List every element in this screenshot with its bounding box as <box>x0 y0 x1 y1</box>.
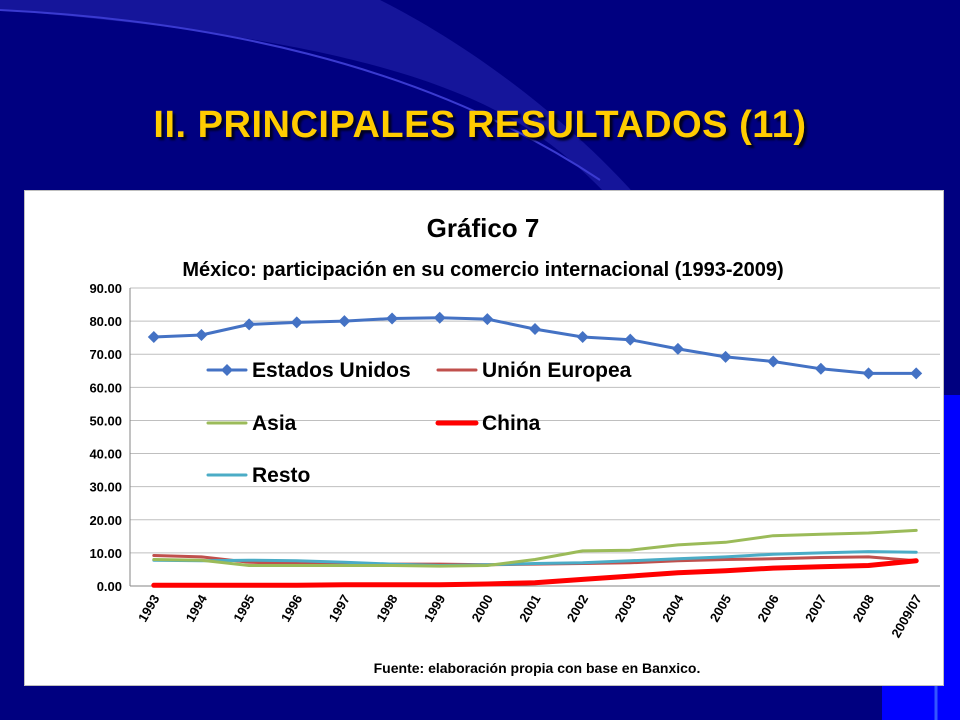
x-tick-label: 2005 <box>707 592 734 625</box>
x-tick-label: 2008 <box>850 592 877 625</box>
x-tick-label: 1999 <box>421 592 448 625</box>
x-tick-label: 1993 <box>135 592 162 625</box>
x-tick-label: 1998 <box>373 592 400 625</box>
data-point <box>814 362 827 375</box>
y-tick-label: 60.00 <box>89 380 122 395</box>
x-tick-label: 2000 <box>468 592 495 625</box>
y-axis-ticks: 0.00 10.00 20.00 30.00 40.00 50.00 60.00 70.00 8… <box>89 281 122 594</box>
legend-label: Unión Europea <box>482 359 632 382</box>
data-point <box>338 315 351 328</box>
legend-label: Estados Unidos <box>252 359 411 382</box>
series-line-asia <box>152 528 918 568</box>
x-axis-ticks: 1993 1994 1995 1996 1997 1998 1999 2000 2001 2002… <box>135 591 925 640</box>
legend: Estados Unidos Unión Europea Asia China Rest… <box>206 359 632 487</box>
data-point <box>147 331 160 344</box>
data-point <box>481 313 494 326</box>
series-line-resto <box>152 550 918 567</box>
x-tick-label: 2006 <box>754 592 781 625</box>
y-tick-label: 70.00 <box>89 347 122 362</box>
data-point <box>433 311 446 324</box>
x-tick-label: 2004 <box>659 591 687 624</box>
chart-panel: Gráfico 7 México: participación en su co… <box>24 190 944 686</box>
legend-label: Resto <box>252 464 310 487</box>
y-tick-label: 30.00 <box>89 480 122 495</box>
x-tick-label: 1994 <box>183 591 211 624</box>
legend-label: China <box>482 412 541 435</box>
x-tick-label: 2002 <box>564 592 591 625</box>
data-point <box>529 323 541 336</box>
x-tick-label: 2003 <box>611 592 638 625</box>
chart-subtitle: México: participación en su comercio int… <box>182 259 783 281</box>
legend-marker <box>221 364 233 376</box>
data-point <box>243 318 256 331</box>
y-tick-label: 20.00 <box>89 513 122 528</box>
y-tick-label: 90.00 <box>89 281 122 296</box>
x-tick-label: 1997 <box>326 592 353 625</box>
y-tick-label: 40.00 <box>89 447 122 462</box>
data-point <box>671 342 684 355</box>
series-lines <box>147 311 923 588</box>
data-point <box>767 355 780 368</box>
line-chart: Gráfico 7 México: participación en su co… <box>89 213 940 676</box>
slide-title: II. PRINCIPALES RESULTADOS (11) <box>153 104 807 146</box>
data-point <box>862 367 875 380</box>
data-point <box>719 350 732 363</box>
x-tick-label: 1996 <box>278 592 305 625</box>
data-point <box>910 367 923 380</box>
chart-source: Fuente: elaboración propia con base en B… <box>374 660 701 676</box>
y-tick-label: 0.00 <box>97 579 122 594</box>
y-tick-label: 80.00 <box>89 314 122 329</box>
x-tick-label: 2009/07 <box>888 592 924 640</box>
data-point <box>290 316 303 329</box>
series-line-china <box>151 558 919 588</box>
x-tick-label: 2007 <box>802 592 829 625</box>
data-point <box>576 331 589 344</box>
y-tick-label: 50.00 <box>89 413 122 428</box>
data-point <box>624 333 637 346</box>
x-tick-label: 1995 <box>230 592 257 625</box>
data-point <box>195 329 208 342</box>
y-tick-label: 10.00 <box>89 546 122 561</box>
gridlines <box>129 287 940 587</box>
chart-title: Gráfico 7 <box>427 213 540 243</box>
data-point <box>386 312 399 325</box>
legend-label: Asia <box>252 412 297 435</box>
x-tick-label: 2001 <box>516 592 543 625</box>
